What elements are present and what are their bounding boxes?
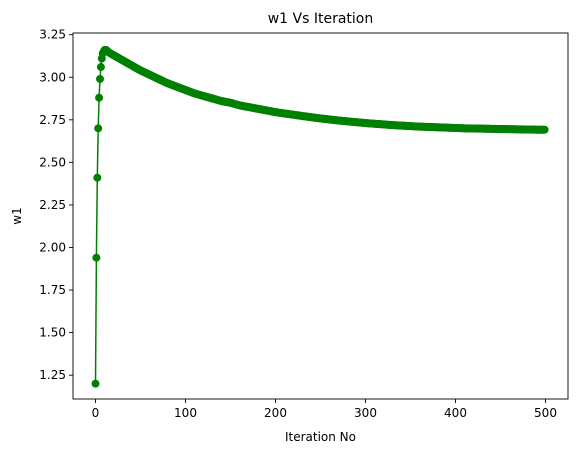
y-tick-label: 1.75	[39, 283, 66, 297]
y-tick-label: 3.00	[39, 70, 66, 84]
y-axis-title: w1	[10, 207, 24, 224]
x-axis-title: Iteration No	[285, 430, 356, 444]
x-tick-label: 300	[354, 406, 377, 420]
x-tick-label: 0	[92, 406, 100, 420]
y-tick-label: 2.00	[39, 240, 66, 254]
x-tick-label: 500	[534, 406, 557, 420]
data-point	[94, 124, 103, 133]
data-point	[96, 74, 104, 83]
chart-title: w1 Vs Iteration	[268, 11, 374, 27]
data-point	[91, 379, 100, 388]
x-tick-label: 400	[444, 406, 467, 420]
y-tick-label: 1.25	[39, 368, 66, 382]
series-line	[94, 49, 545, 384]
data-point	[540, 125, 549, 134]
x-axis: 0 100 200 300 400 500	[92, 399, 557, 420]
y-tick-label: 3.25	[39, 28, 66, 42]
x-tick-label: 200	[264, 406, 287, 420]
y-tick-label: 2.25	[39, 198, 66, 212]
y-tick-label: 1.50	[39, 326, 66, 340]
x-tick-label: 100	[174, 406, 197, 420]
y-tick-label: 2.50	[39, 155, 66, 169]
data-layer	[91, 46, 549, 388]
data-point	[95, 93, 104, 102]
data-point	[92, 253, 101, 262]
data-point	[96, 63, 105, 72]
data-point	[93, 173, 102, 182]
y-axis: 1.25 1.50 1.75 2.00 2.25 2.50 2.75 3.00 3.25	[39, 28, 73, 382]
plot-frame	[72, 32, 569, 400]
y-tick-label: 2.75	[39, 113, 66, 127]
